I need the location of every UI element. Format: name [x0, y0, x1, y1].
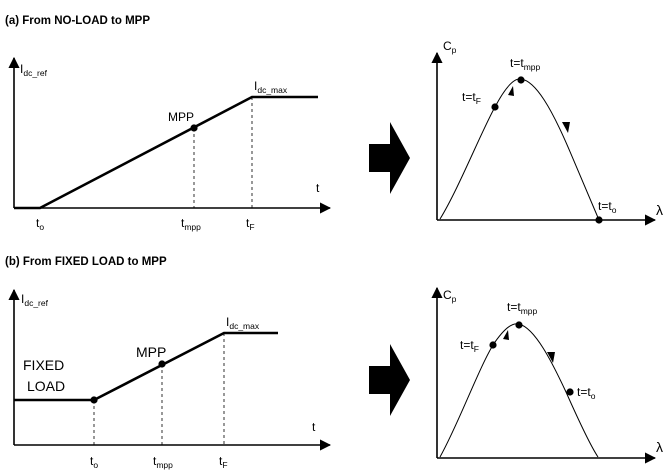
panel-a-idc-max-label: Idc_max: [254, 79, 288, 95]
panel-b-label-o: t=to: [577, 385, 596, 401]
panel-b-idc-max-label: Idc_max: [226, 315, 260, 331]
panel-b-title: (b) From FIXED LOAD to MPP: [5, 256, 167, 268]
panel-b-mpp-label: MPP: [136, 344, 166, 360]
panel-b-mpp-point: [158, 360, 166, 368]
panel-a-transition-arrow: [369, 122, 410, 194]
panel-b-point-o: [566, 388, 574, 396]
panel-b-tick-tmpp: tmpp: [153, 454, 173, 470]
panel-b-point-mpp: [515, 321, 523, 329]
panel-b-tick-to: to: [90, 454, 98, 470]
panel-b-cp-graph: Cp λ t=tmpp t=tF t=to: [431, 286, 663, 464]
panel-b-point-f: [489, 341, 497, 349]
panel-a-point-f: [491, 103, 499, 111]
panel-a-label-mpp: t=tmpp: [510, 56, 540, 72]
panel-b-left-x-label: t: [312, 420, 316, 434]
panel-a-label-f: t=tF: [462, 90, 481, 106]
panel-a-right-y-label: Cp: [443, 39, 457, 55]
panel-b: (b) From FIXED LOAD to MPP Idc_ref t FIX…: [5, 256, 663, 470]
panel-a-current-graph: Idc_ref t MPP Idc_max to tmpp tF: [8, 56, 332, 232]
panel-b-trajectory-arrow-rise: [547, 352, 555, 363]
panel-a-label-o: t=to: [598, 199, 617, 215]
panel-a-right-x-label: λ: [656, 202, 663, 218]
panel-a-tick-tf: tF: [246, 216, 255, 232]
panel-a-trajectory-arrow-rise: [562, 122, 570, 133]
panel-a-point-mpp: [517, 76, 525, 84]
panel-a-current-profile: [14, 95, 318, 210]
panel-b-transition-arrow: [369, 344, 410, 416]
panel-a-cp-graph: Cp λ t=tmpp t=tF t=to: [431, 39, 663, 226]
panel-a-point-o: [595, 216, 603, 224]
panel-b-current-graph: Idc_ref t FIXED LOAD MPP Idc_max to tmpp…: [8, 288, 332, 470]
panel-b-fixed-label-1: FIXED: [23, 357, 64, 373]
panel-a-left-y-label: Idc_ref: [20, 62, 48, 78]
panel-a-mpp-label: MPP: [168, 110, 194, 124]
panel-a-tick-tmpp: tmpp: [181, 216, 201, 232]
panel-b-label-mpp: t=tmpp: [507, 300, 537, 316]
panel-b-tick-tf: tF: [219, 454, 228, 470]
panel-b-right-x-label: λ: [656, 439, 663, 455]
panel-a-trajectory-arrow-top: [508, 86, 514, 96]
panel-b-fixed-label-2: LOAD: [27, 378, 65, 394]
panel-a-title: (a) From NO-LOAD to MPP: [5, 15, 150, 27]
panel-a-mpp-point: [190, 124, 198, 132]
panel-b-start-point: [90, 396, 98, 404]
panel-b-current-profile: [14, 331, 278, 402]
panel-a-tick-to: to: [36, 216, 44, 232]
panel-b-right-y-label: Cp: [443, 288, 457, 304]
panel-b-trajectory-arrow-top: [503, 330, 509, 340]
panel-a-left-x-label: t: [316, 181, 320, 195]
panel-b-label-f: t=tF: [460, 338, 479, 354]
panel-b-left-y-label: Idc_ref: [21, 292, 49, 308]
panel-a: (a) From NO-LOAD to MPP Idc_ref t MPP Id…: [5, 15, 663, 232]
